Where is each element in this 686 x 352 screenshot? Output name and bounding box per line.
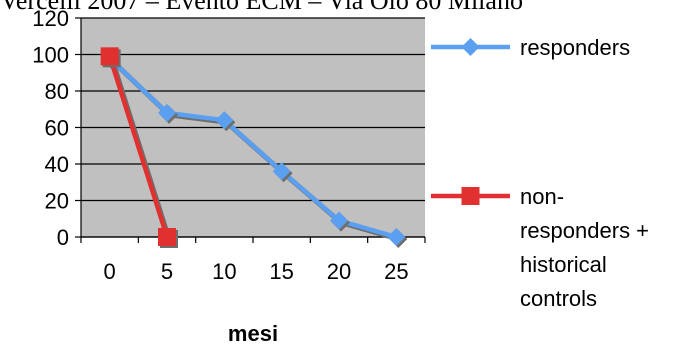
y-tick-label-120: 120 bbox=[32, 6, 69, 31]
legend-marker-0 bbox=[461, 38, 480, 56]
x-tick-label-5: 5 bbox=[161, 259, 173, 284]
x-tick-label-20: 20 bbox=[327, 259, 351, 284]
slide-caption: Vercelli 2007 – Evento ECM – Via Olo 80 … bbox=[0, 0, 523, 15]
legend-label-1-0: non- bbox=[520, 184, 564, 209]
y-tick-label-40: 40 bbox=[45, 152, 69, 177]
series-0-point-4 bbox=[330, 211, 348, 230]
x-tick-label-25: 25 bbox=[384, 259, 408, 284]
legend-label-1-1: responders + bbox=[520, 218, 649, 243]
x-tick-label-0: 0 bbox=[104, 259, 116, 284]
legend-label-1-2: historical bbox=[520, 252, 607, 277]
legend-label-0-0: responders bbox=[520, 35, 630, 60]
legend-label-1-3: controls bbox=[520, 286, 597, 311]
x-axis-title: mesi bbox=[228, 321, 278, 346]
legend-marker-1 bbox=[461, 187, 480, 205]
series-1-line bbox=[107, 55, 170, 238]
x-tick-label-15: 15 bbox=[269, 259, 293, 284]
y-tick-label-80: 80 bbox=[45, 79, 69, 104]
y-tick-label-60: 60 bbox=[45, 116, 69, 141]
y-tick-label-0: 0 bbox=[57, 225, 69, 250]
x-tick-label-10: 10 bbox=[212, 259, 236, 284]
series-1-point-0 bbox=[100, 47, 119, 66]
series-1-point-1 bbox=[158, 228, 176, 246]
y-tick-label-20: 20 bbox=[45, 189, 69, 214]
series-0-point-1 bbox=[158, 103, 176, 122]
y-tick-label-100: 100 bbox=[32, 43, 69, 68]
series-0-point-5 bbox=[387, 228, 406, 246]
series-0-point-3 bbox=[272, 162, 291, 181]
series-0-point-2 bbox=[215, 111, 234, 130]
